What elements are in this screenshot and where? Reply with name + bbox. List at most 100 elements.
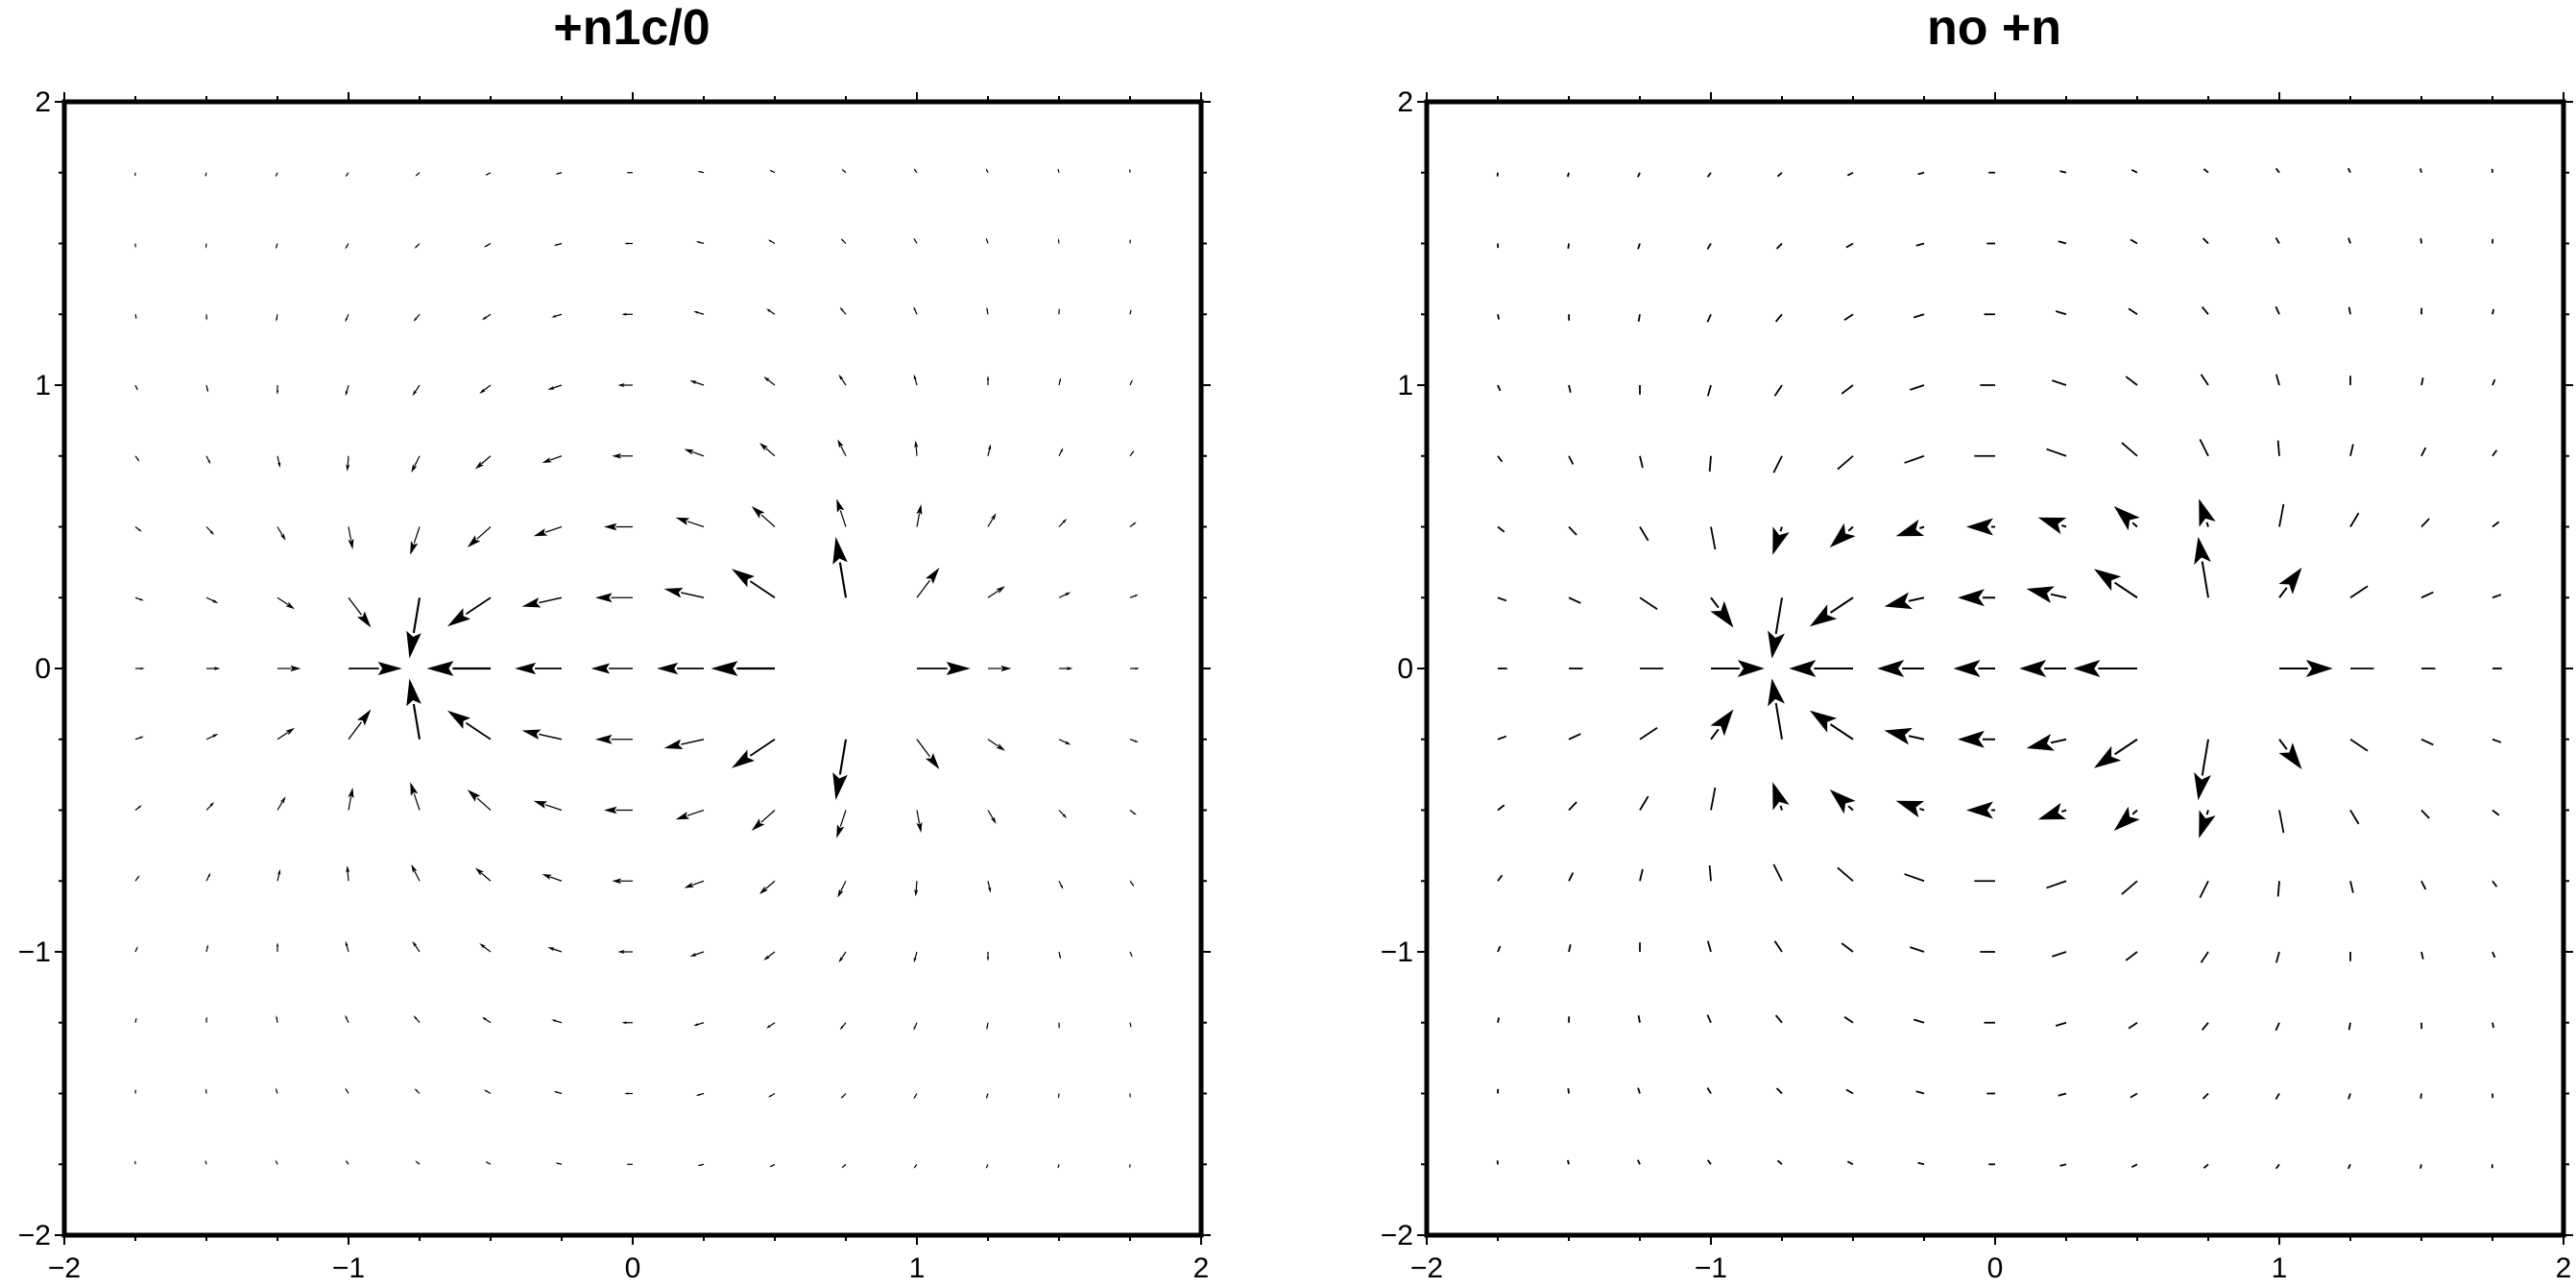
vector-arrow — [913, 1022, 918, 1031]
vector-arrow — [2058, 1092, 2067, 1097]
vector-arrow — [2199, 810, 2216, 838]
x-tick-label: −2 — [48, 1252, 81, 1284]
vector-arrow — [134, 172, 136, 177]
vector-arrow — [1884, 592, 1925, 610]
vector-arrow — [1637, 1087, 1641, 1094]
vector-arrow — [553, 242, 563, 246]
vector-arrow — [412, 384, 421, 397]
vector-arrow — [1904, 873, 1925, 883]
vector-arrow — [2419, 1164, 2422, 1169]
vector-arrow — [349, 661, 402, 676]
vector-arrow — [765, 308, 776, 315]
vector-arrow — [838, 374, 847, 386]
vector-arrow — [1953, 660, 1995, 677]
vector-arrow — [1708, 455, 1712, 472]
vector-arrow — [594, 734, 633, 744]
vector-arrow — [1845, 1088, 1854, 1095]
vector-arrow — [1568, 872, 1575, 882]
x-tick-label: 0 — [625, 1252, 641, 1284]
vector-arrow — [345, 940, 349, 953]
vector-arrow — [2203, 168, 2209, 174]
vector-arrow — [277, 727, 296, 741]
vector-arrow — [693, 310, 705, 315]
vector-arrow — [1957, 589, 1995, 607]
vector-arrow — [426, 661, 491, 676]
vector-arrow — [913, 374, 918, 386]
vector-arrow — [2194, 536, 2211, 598]
vector-arrow — [277, 455, 281, 469]
vector-arrow — [1129, 522, 1137, 527]
vector-arrow — [1706, 1014, 1712, 1024]
vector-arrow — [917, 661, 971, 676]
vector-arrow — [986, 1093, 989, 1100]
vector-arrow — [2420, 738, 2434, 746]
vector-arrow — [2349, 881, 2354, 893]
vector-arrow — [345, 314, 349, 323]
vector-arrow — [1913, 1018, 1925, 1024]
vector-arrow — [617, 950, 633, 954]
vector-arrow — [1884, 727, 1925, 745]
vector-arrow — [987, 881, 992, 893]
vector-arrow — [134, 1160, 136, 1165]
vector-arrow — [1129, 238, 1131, 244]
vector-arrow — [2275, 167, 2280, 174]
vector-arrow — [684, 449, 705, 457]
vector-arrow — [1129, 951, 1133, 958]
vector-arrow — [1058, 880, 1064, 889]
vector-arrow — [916, 739, 940, 770]
vector-arrow — [2349, 585, 2369, 598]
vector-arrow — [483, 242, 492, 248]
vector-arrow — [481, 1016, 492, 1024]
vector-arrow — [1841, 384, 1854, 395]
y-tick-label: 2 — [1397, 86, 1413, 118]
vector-arrow — [839, 306, 847, 315]
vector-arrow — [1710, 787, 1717, 811]
vector-arrow — [624, 1092, 633, 1095]
vector-arrow — [986, 306, 989, 315]
vector-arrow — [841, 1163, 847, 1169]
vector-arrow — [205, 596, 219, 603]
vector-arrow — [1639, 455, 1644, 469]
vector-arrow — [2349, 810, 2360, 825]
vector-arrow — [1058, 377, 1061, 386]
vector-arrow — [134, 526, 142, 532]
vector-arrow — [2492, 308, 2495, 315]
vector-arrow — [2492, 378, 2496, 386]
vector-arrow — [603, 806, 633, 814]
vector-arrow — [763, 377, 776, 386]
vector-arrow — [2203, 1163, 2209, 1169]
vector-arrow — [1776, 172, 1783, 178]
vector-arrow — [1706, 243, 1712, 250]
vector-arrow — [1057, 168, 1060, 173]
vector-arrow — [2019, 660, 2066, 677]
vector-arrow — [2113, 806, 2140, 832]
vector-arrow — [276, 942, 279, 952]
vector-arrow — [1497, 735, 1507, 741]
x-tick-label: 1 — [2272, 1252, 2288, 1284]
vector-arrow — [1706, 1087, 1712, 1094]
panel-2-plot: −2 −1 0 1 2 −2 −1 0 1 2 — [1381, 86, 2573, 1284]
vector-arrow — [2052, 379, 2067, 386]
vector-arrow — [1841, 942, 1854, 953]
vector-arrow — [987, 513, 997, 527]
vector-arrow — [1129, 1164, 1131, 1169]
vector-arrow — [1789, 660, 1853, 677]
vector-arrow — [657, 662, 704, 675]
vector-arrow — [276, 1087, 278, 1094]
vector-arrow — [913, 1163, 918, 1169]
vector-arrow — [275, 172, 278, 178]
vector-arrow — [134, 455, 140, 462]
vector-arrow — [1057, 238, 1060, 244]
vector-arrow — [2046, 448, 2067, 457]
vector-arrow — [410, 526, 421, 555]
vector-arrow — [2059, 1163, 2067, 1167]
vector-arrow — [206, 667, 221, 670]
vector-arrow — [413, 1015, 421, 1024]
vector-arrow — [1917, 1161, 1925, 1166]
vector-arrow — [986, 1022, 989, 1031]
vector-arrow — [2420, 1093, 2422, 1099]
vector-arrow — [1706, 172, 1712, 178]
vector-arrow — [2275, 1022, 2280, 1032]
vector-arrow — [1568, 801, 1577, 812]
x-tick-label: 2 — [1193, 1252, 1210, 1284]
